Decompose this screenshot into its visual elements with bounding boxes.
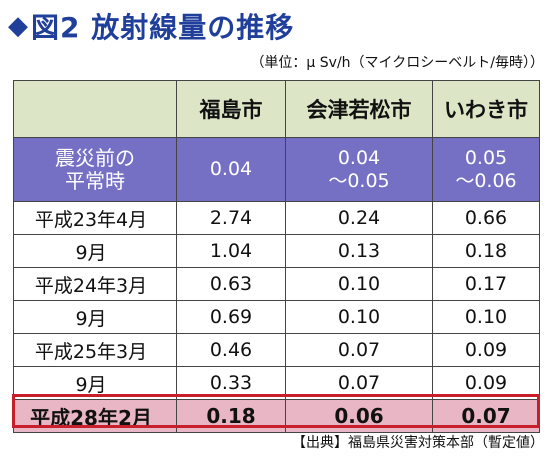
table-row: 平成24年3月 0.63 0.10 0.17 <box>13 267 540 301</box>
cell-iwaki: 0.18 <box>432 234 540 268</box>
source-note: 【出典】福島県災害対策本部（暫定値） <box>292 435 544 451</box>
baseline-label-line2: 平常時 <box>65 168 125 193</box>
baseline-cell-iwaki: 0.05 ～0.06 <box>432 137 540 202</box>
baseline-cell-fukushima: 0.04 <box>176 137 286 202</box>
row-label-baseline: 震災前の 平常時 <box>13 137 177 202</box>
cell-iwaki: 0.66 <box>432 201 540 235</box>
diamond-icon: ◆ <box>8 11 29 41</box>
cell-aizuwakamatsu: 0.10 <box>285 267 433 301</box>
figure-title: ◆ 図2 放射線量の推移 <box>8 6 294 46</box>
row-label: 平成25年3月 <box>13 333 177 367</box>
cell-aizuwakamatsu: 0.07 <box>285 333 433 367</box>
column-header-aizuwakamatsu: 会津若松市 <box>285 80 433 138</box>
cell-fukushima: 0.69 <box>176 300 286 334</box>
baseline-value-line2: ～0.06 <box>455 169 517 192</box>
cell-aizuwakamatsu: 0.10 <box>285 300 433 334</box>
row-label: 平成23年4月 <box>13 201 177 235</box>
cell-iwaki: 0.17 <box>432 267 540 301</box>
table-row: 9月 0.69 0.10 0.10 <box>13 300 540 334</box>
cell-aizuwakamatsu: 0.07 <box>285 366 433 400</box>
cell-aizuwakamatsu: 0.13 <box>285 234 433 268</box>
row-label: 9月 <box>13 366 177 400</box>
latest-row: 平成28年2月 0.18 0.06 0.07 <box>13 399 540 433</box>
cell-iwaki: 0.10 <box>432 300 540 334</box>
header-corner-cell <box>13 80 177 138</box>
cell-iwaki: 0.09 <box>432 366 540 400</box>
cell-fukushima: 0.18 <box>176 399 286 433</box>
cell-fukushima: 0.33 <box>176 366 286 400</box>
cell-aizuwakamatsu: 0.06 <box>285 399 433 433</box>
radiation-table: 福島市 会津若松市 いわき市 震災前の 平常時 0.04 0.04 ～0.05 <box>13 80 540 433</box>
row-label: 9月 <box>13 234 177 268</box>
row-label-latest: 平成28年2月 <box>13 399 177 433</box>
cell-iwaki: 0.07 <box>432 399 540 433</box>
column-header-fukushima: 福島市 <box>176 80 286 138</box>
figure-title-text: 図2 放射線量の推移 <box>31 11 295 44</box>
baseline-value-line1: 0.05 <box>464 146 508 169</box>
cell-aizuwakamatsu: 0.24 <box>285 201 433 235</box>
cell-fukushima: 0.63 <box>176 267 286 301</box>
cell-fukushima: 1.04 <box>176 234 286 268</box>
cell-fukushima: 0.46 <box>176 333 286 367</box>
table-row: 9月 0.33 0.07 0.09 <box>13 366 540 400</box>
baseline-row: 震災前の 平常時 0.04 0.04 ～0.05 0.05 ～0.06 <box>13 137 540 202</box>
cell-iwaki: 0.09 <box>432 333 540 367</box>
cell-fukushima: 2.74 <box>176 201 286 235</box>
row-label: 平成24年3月 <box>13 267 177 301</box>
header-row: 福島市 会津若松市 いわき市 <box>13 80 540 138</box>
column-header-iwaki: いわき市 <box>432 80 540 138</box>
baseline-cell-aizuwakamatsu: 0.04 ～0.05 <box>285 137 433 202</box>
table-row: 9月 1.04 0.13 0.18 <box>13 234 540 268</box>
row-label: 9月 <box>13 300 177 334</box>
table-row: 平成25年3月 0.46 0.07 0.09 <box>13 333 540 367</box>
unit-note: （単位：μ Sv/h（マイクロシーベルト/毎時）） <box>250 55 544 71</box>
baseline-value-line1: 0.04 <box>209 158 253 180</box>
baseline-value-line2: ～0.05 <box>328 169 390 192</box>
baseline-label-line1: 震災前の <box>55 145 135 170</box>
baseline-value-line1: 0.04 <box>337 146 381 169</box>
table-row: 平成23年4月 2.74 0.24 0.66 <box>13 201 540 235</box>
